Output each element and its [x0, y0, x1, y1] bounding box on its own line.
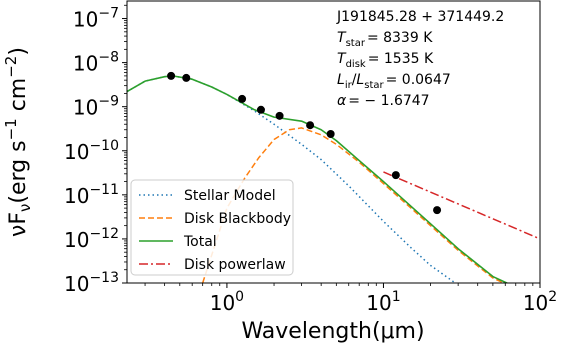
- x-axis-label: Wavelength(μm): [241, 319, 424, 344]
- y-label-nu-sub: ν: [16, 204, 34, 212]
- series-line-disk-blackbody: [201, 127, 506, 283]
- annotation-tstar-value: = 8339 K: [367, 30, 433, 46]
- annotation-tdisk-value: = 1535 K: [368, 51, 434, 67]
- legend-label: Total: [183, 234, 217, 250]
- y-tick-label: 10−7: [73, 6, 119, 32]
- annotation-lratio-value: = 0.0647: [386, 72, 451, 88]
- data-point: [182, 73, 191, 82]
- x-tick-label: 102: [523, 289, 557, 315]
- annotation-object: J191845.28 + 371449.2: [336, 9, 504, 25]
- annotation-lstar-symbol: L: [356, 72, 364, 88]
- data-point: [306, 121, 315, 130]
- y-tick-label: 10−11: [64, 182, 119, 208]
- plot-frame: [126, 0, 541, 284]
- annotation-tstar-symbol: T: [337, 30, 347, 46]
- annotation-tdisk-sub: disk: [346, 59, 366, 70]
- svg-text:Lir/Lstar= 0.0647: Lir/Lstar = 0.0647: [337, 72, 451, 91]
- annotation-slash: /: [352, 72, 357, 88]
- legend-label: Disk powerlaw: [184, 257, 286, 273]
- y-label-units-open: (erg s: [6, 140, 31, 203]
- data-point: [391, 171, 400, 180]
- y-tick-label: 10−12: [64, 226, 119, 252]
- y-tick-label: 10−10: [64, 138, 119, 164]
- data-point: [167, 71, 176, 80]
- y-tick-label: 10−8: [73, 50, 119, 76]
- data-point: [238, 94, 247, 103]
- series-line-disk-powerlaw: [383, 171, 540, 240]
- y-label-nuf: νF: [6, 212, 31, 237]
- y-label-exp1: −1: [2, 118, 20, 140]
- x-tick-label: 100: [210, 289, 244, 315]
- annotation-tstar-sub: star: [346, 38, 366, 49]
- data-point: [433, 206, 442, 215]
- annotation-tdisk-symbol: T: [337, 51, 347, 67]
- annotation-alpha-symbol: α: [337, 93, 347, 109]
- legend-box: [130, 179, 294, 276]
- y-label-cm: cm: [6, 78, 31, 119]
- legend-label: Disk Blackbody: [184, 211, 291, 227]
- legend: Stellar Model Disk Blackbody Total Disk pow…: [130, 179, 294, 276]
- y-label-exp2: −2: [2, 56, 20, 78]
- y-tick-label: 10−9: [73, 94, 119, 120]
- data-point: [275, 111, 284, 120]
- data-point: [256, 105, 265, 114]
- fit-annotation: J191845.28 + 371449.2 Tstar = 8339 K Tdis…: [336, 9, 504, 109]
- annotation-lir-symbol: L: [337, 72, 345, 88]
- annotation-lir-sub: ir: [345, 80, 353, 91]
- annotation-lstar-sub: star: [364, 80, 384, 91]
- svg-text:Tstar= 8339 K: Tstar = 8339 K: [337, 30, 433, 49]
- svg-text:Tdisk= 1535 K: Tdisk = 1535 K: [337, 51, 434, 70]
- data-point: [326, 130, 335, 139]
- legend-label: Stellar Model: [184, 188, 276, 204]
- annotation-alpha-value: = − 1.6747: [348, 93, 429, 109]
- y-axis-label: νFν(erg s−1 cm−2): [2, 47, 34, 237]
- x-tick-label: 101: [366, 289, 400, 315]
- y-label-close: ): [6, 47, 31, 56]
- y-tick-label: 10−13: [64, 270, 119, 296]
- svg-text:α= − 1.6747: α = − 1.6747: [337, 93, 430, 109]
